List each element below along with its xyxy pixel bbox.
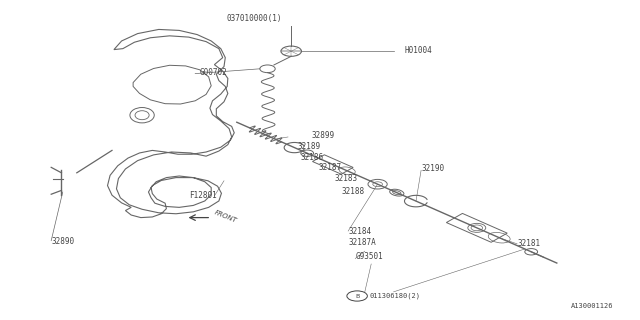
Text: 32183: 32183	[334, 174, 357, 183]
Text: 32187: 32187	[319, 164, 342, 172]
Text: H01004: H01004	[404, 46, 432, 55]
Text: 32190: 32190	[421, 164, 444, 173]
Text: 32189: 32189	[298, 142, 321, 151]
Text: 32186: 32186	[301, 153, 324, 162]
Text: 32188: 32188	[342, 187, 365, 196]
Text: FRONT: FRONT	[214, 210, 238, 224]
Text: A130001126: A130001126	[571, 303, 613, 308]
Text: 32899: 32899	[312, 131, 335, 140]
Text: B: B	[355, 293, 359, 299]
Text: 32890: 32890	[51, 237, 74, 246]
Text: F12801: F12801	[189, 191, 216, 200]
Text: 32187A: 32187A	[348, 238, 376, 247]
Text: 32181: 32181	[517, 239, 540, 248]
Text: 011306180(2): 011306180(2)	[370, 293, 421, 299]
Text: 32184: 32184	[348, 227, 371, 236]
Text: G00702: G00702	[200, 68, 227, 77]
Text: 037010000(1): 037010000(1)	[227, 14, 282, 23]
Text: G93501: G93501	[355, 252, 383, 261]
